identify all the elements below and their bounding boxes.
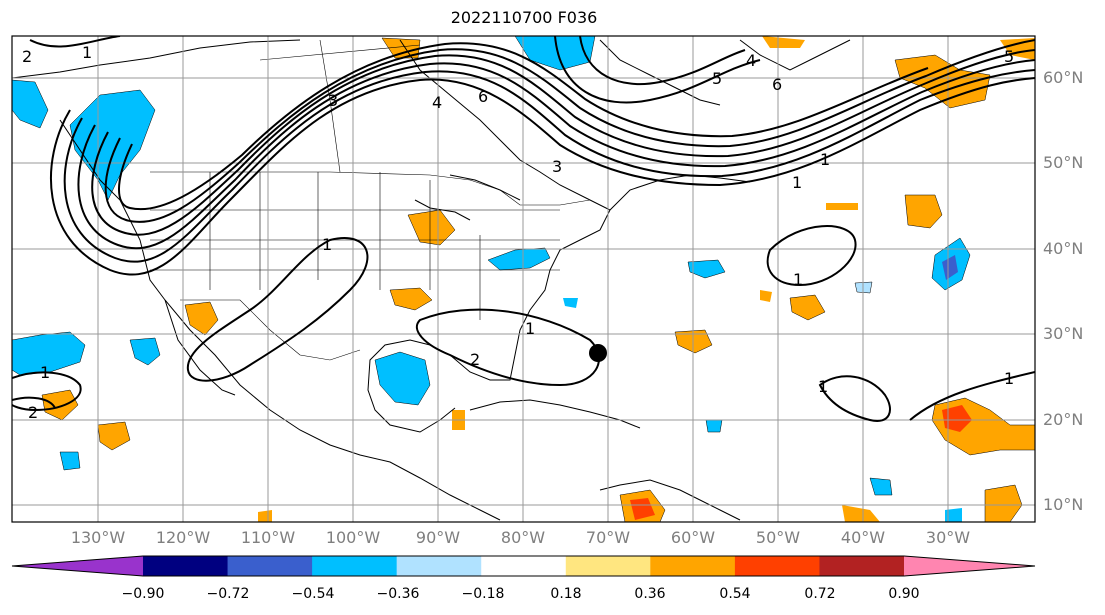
colorbar-tick: 0.54 — [719, 586, 751, 602]
lat-label: 30°N — [1043, 324, 1084, 343]
contour-label: 3 — [328, 91, 338, 110]
lon-label: 40°W — [840, 528, 886, 547]
contour-label-group: 1 2 4 5 6 3 1 1 1 2 1 5 4 6 2 1 1 1 1 3 — [22, 43, 1014, 422]
colorbar-cell — [396, 556, 482, 576]
lon-label: 120°W — [155, 528, 211, 547]
location-marker — [589, 344, 607, 362]
lon-label: 80°W — [500, 528, 546, 547]
contour-label: 1 — [818, 377, 828, 396]
contour-label: 1 — [82, 43, 92, 62]
lon-label: 70°W — [585, 528, 631, 547]
contour-label: 2 — [22, 47, 32, 66]
contour-label: 5 — [1004, 47, 1014, 66]
contour-label: 6 — [772, 75, 782, 94]
lon-label: 30°W — [925, 528, 971, 547]
colorbar-tick: −0.72 — [206, 586, 250, 602]
lat-label: 60°N — [1043, 68, 1084, 87]
colorbar — [11, 555, 1036, 577]
colorbar-cell — [143, 556, 229, 576]
lon-label: 90°W — [415, 528, 461, 547]
contour-label: 1 — [40, 363, 50, 382]
contour-label: 1 — [793, 270, 803, 289]
colorbar-tick: 0.36 — [634, 586, 666, 602]
colorbar-outline — [11, 555, 1036, 577]
colorbar-tick: −0.54 — [291, 586, 335, 602]
colorbar-cell — [481, 556, 567, 576]
contour-label: 2 — [470, 350, 480, 369]
colorbar-tick: −0.90 — [121, 586, 165, 602]
lon-label: 60°W — [670, 528, 716, 547]
contour-label: 1 — [322, 235, 332, 254]
colorbar-cell — [819, 556, 905, 576]
contour-label: 3 — [552, 157, 562, 176]
colorbar-tick: −0.36 — [376, 586, 420, 602]
contour-label: 2 — [28, 403, 38, 422]
lat-label: 10°N — [1043, 495, 1084, 514]
contour-label: 6 — [478, 87, 488, 106]
colorbar-extend-high — [904, 556, 1035, 576]
lon-label: 50°W — [755, 528, 801, 547]
colorbar-tick: 0.18 — [550, 586, 582, 602]
colorbar-cell — [565, 556, 651, 576]
colorbar-cell — [227, 556, 313, 576]
lon-label: 100°W — [325, 528, 381, 547]
contour-label: 4 — [746, 51, 756, 70]
contour-label: 1 — [792, 173, 802, 192]
colorbar-cell — [650, 556, 736, 576]
colorbar-cell — [312, 556, 398, 576]
contour-label: 1 — [820, 150, 830, 169]
lon-label: 110°W — [240, 528, 296, 547]
map-title: 2022110700 F036 — [450, 8, 598, 27]
contour-lines — [12, 36, 1035, 422]
lon-label: 130°W — [70, 528, 126, 547]
contour-label: 1 — [525, 319, 535, 338]
colorbar-extend-low — [12, 556, 143, 576]
lat-label: 40°N — [1043, 239, 1084, 258]
map-frame — [11, 35, 1036, 523]
colorbar-tick: 0.90 — [888, 586, 920, 602]
contour-label: 5 — [712, 69, 722, 88]
contour-label: 1 — [1004, 369, 1014, 388]
gridlines — [12, 36, 1035, 522]
colorbar-tick: −0.18 — [461, 586, 505, 602]
colorbar-tick: 0.72 — [804, 586, 836, 602]
lat-label: 50°N — [1043, 153, 1084, 172]
lat-label: 20°N — [1043, 410, 1084, 429]
colorbar-cell — [734, 556, 820, 576]
contour-label: 4 — [432, 93, 442, 112]
